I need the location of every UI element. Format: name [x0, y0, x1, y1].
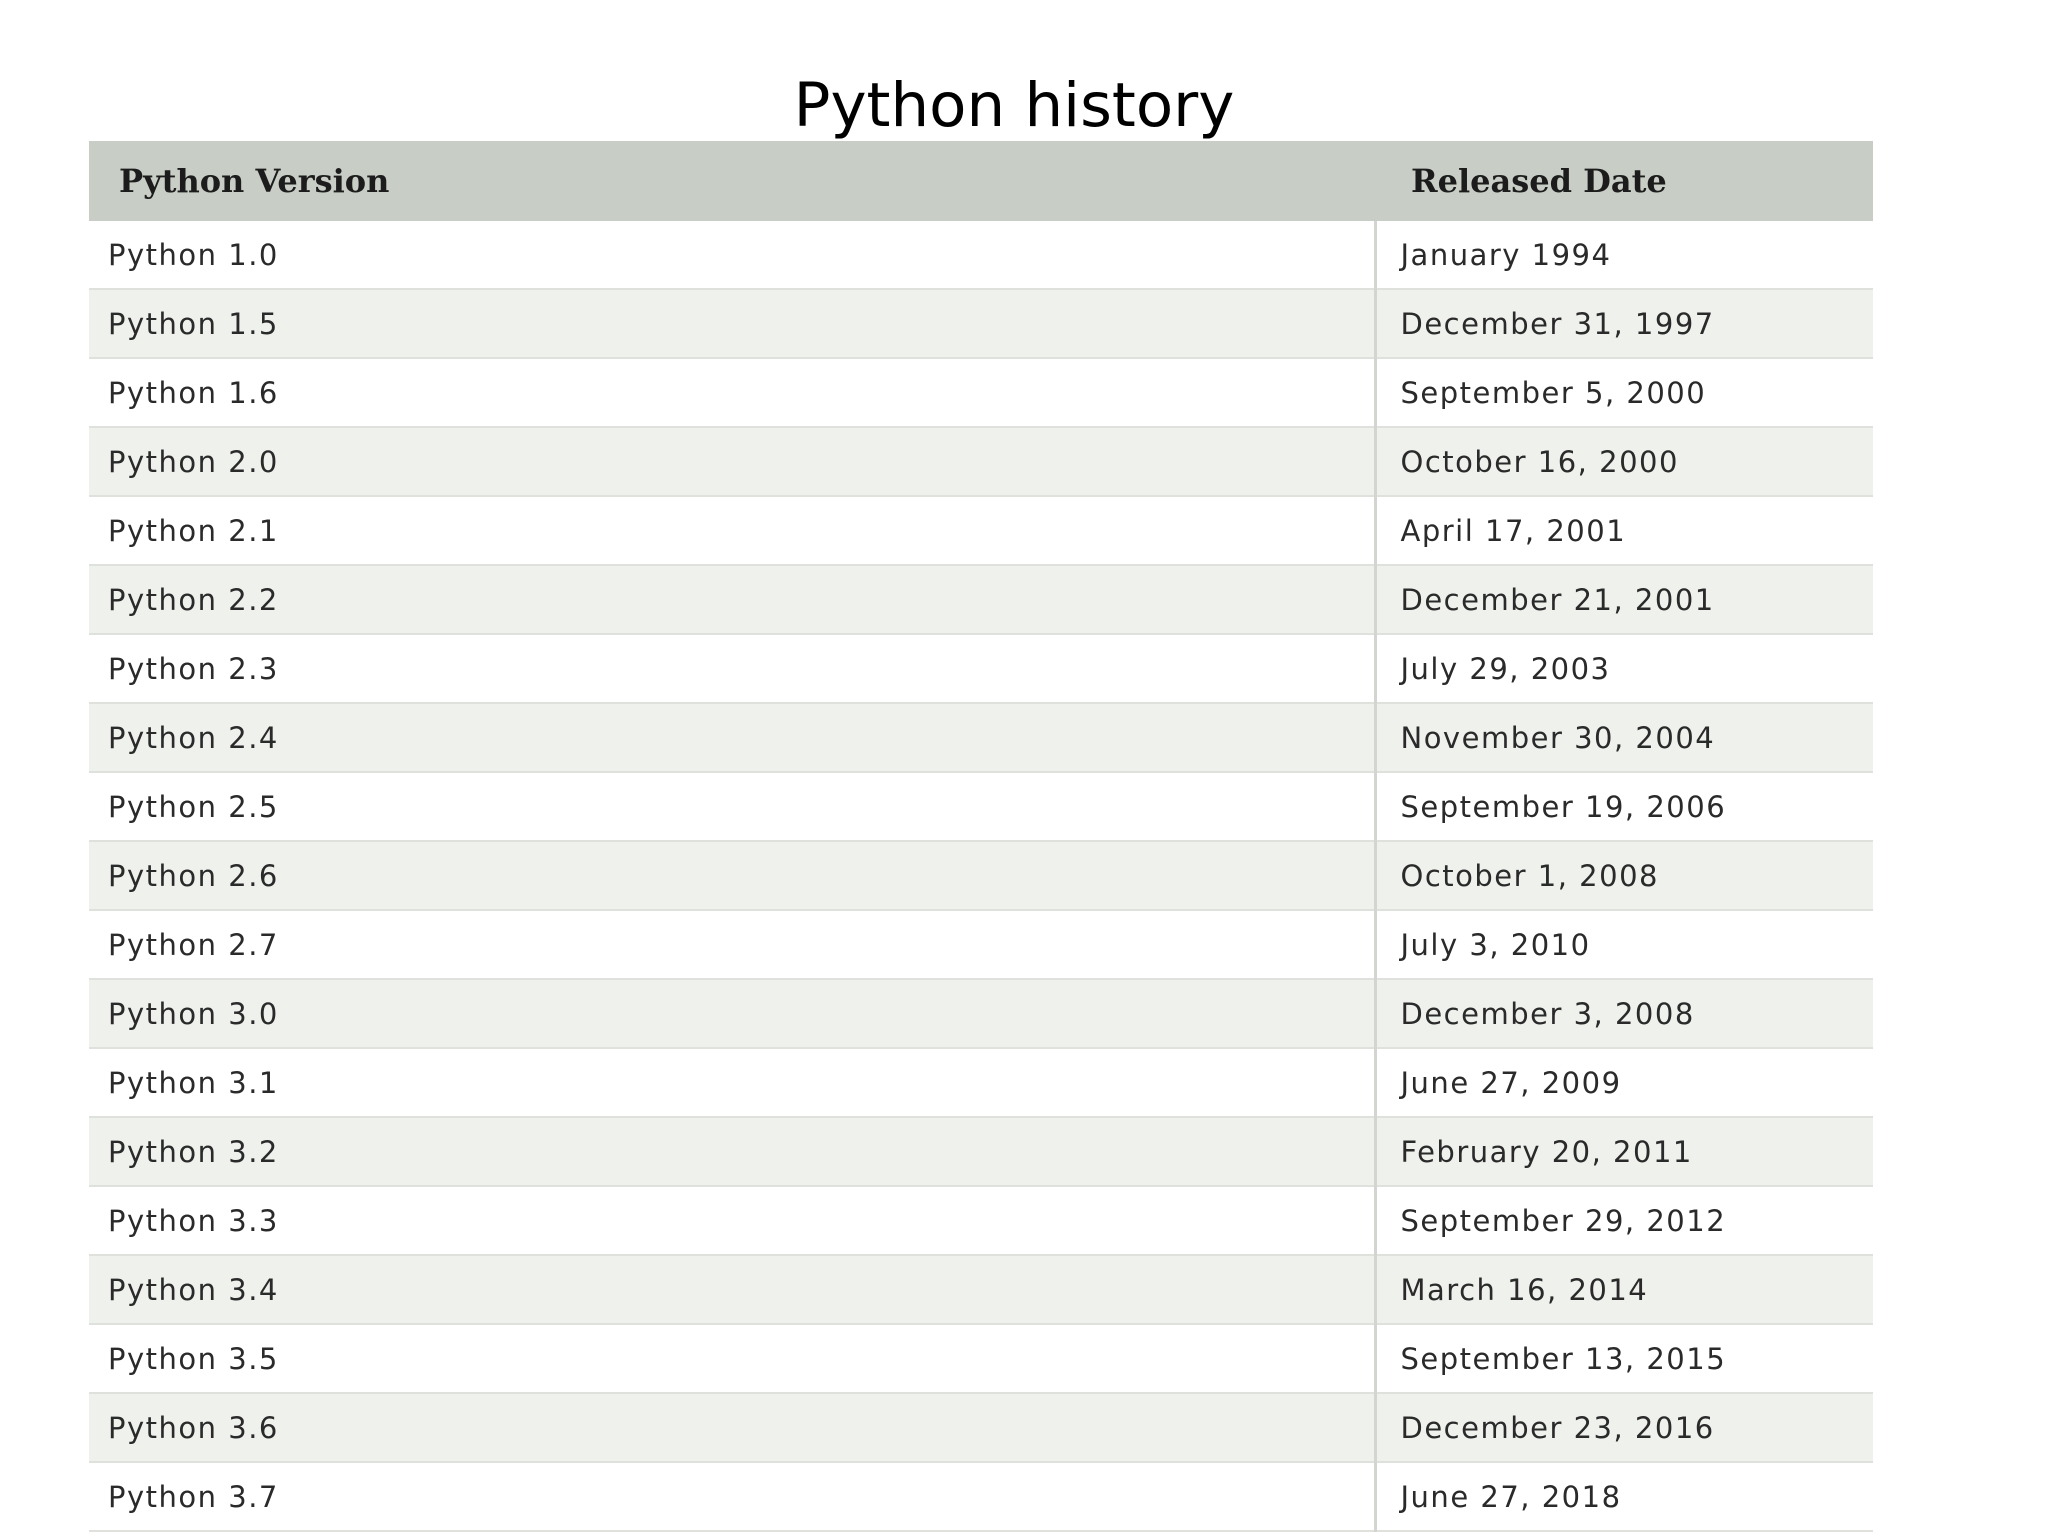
table-row: Python 3.2 February 20, 2011 [89, 1117, 1873, 1187]
version-cell: Python 3.3 [89, 1186, 1375, 1256]
table-row: Python 3.5 September 13, 2015 [89, 1324, 1873, 1394]
table-row: Python 1.0 January 1994 [89, 221, 1873, 290]
version-cell: Python 2.5 [89, 772, 1375, 842]
release-date-cell: April 17, 2001 [1373, 496, 1873, 566]
version-cell: Python 2.2 [89, 565, 1375, 635]
version-cell: Python 2.6 [89, 841, 1375, 911]
version-cell: Python 2.0 [89, 427, 1375, 497]
release-date-cell: January 1994 [1373, 221, 1873, 290]
table-row: Python 3.3 September 29, 2012 [89, 1186, 1873, 1256]
table-row: Python 2.2 December 21, 2001 [89, 565, 1873, 635]
release-date-cell: December 31, 1997 [1373, 289, 1873, 359]
version-cell: Python 3.1 [89, 1048, 1375, 1118]
table-body: Python 1.0 January 1994 Python 1.5 December… [89, 221, 1873, 1532]
version-cell: Python 3.6 [89, 1393, 1375, 1463]
release-date-cell: July 3, 2010 [1373, 910, 1873, 980]
release-date-cell: June 27, 2018 [1373, 1462, 1873, 1532]
table-row: Python 2.5 September 19, 2006 [89, 772, 1873, 842]
table-row: Python 3.6 December 23, 2016 [89, 1393, 1873, 1463]
release-date-cell: February 20, 2011 [1373, 1117, 1873, 1187]
version-cell: Python 2.1 [89, 496, 1375, 566]
release-date-cell: December 23, 2016 [1373, 1393, 1873, 1463]
release-date-cell: September 19, 2006 [1373, 772, 1873, 842]
version-cell: Python 3.0 [89, 979, 1375, 1049]
release-date-cell: September 29, 2012 [1373, 1186, 1873, 1256]
version-cell: Python 3.2 [89, 1117, 1375, 1187]
release-date-cell: December 21, 2001 [1373, 565, 1873, 635]
table-row: Python 3.4 March 16, 2014 [89, 1255, 1873, 1325]
release-date-cell: June 27, 2009 [1373, 1048, 1873, 1118]
version-cell: Python 3.7 [89, 1462, 1375, 1532]
table-row: Python 2.4 November 30, 2004 [89, 703, 1873, 773]
version-cell: Python 3.4 [89, 1255, 1375, 1325]
release-date-cell: September 5, 2000 [1373, 358, 1873, 428]
table-row: Python 2.3 July 29, 2003 [89, 634, 1873, 704]
version-cell: Python 1.5 [89, 289, 1375, 359]
release-date-cell: September 13, 2015 [1373, 1324, 1873, 1394]
table-header-row: Python Version Released Date [89, 141, 1873, 221]
version-cell: Python 2.4 [89, 703, 1375, 773]
release-date-cell: July 29, 2003 [1373, 634, 1873, 704]
table-row: Python 2.1 April 17, 2001 [89, 496, 1873, 566]
header-python-version: Python Version [89, 141, 1375, 221]
table-row: Python 3.0 December 3, 2008 [89, 979, 1873, 1049]
table-row: Python 2.0 October 16, 2000 [89, 427, 1873, 497]
release-date-cell: October 1, 2008 [1373, 841, 1873, 911]
table-row: Python 1.6 September 5, 2000 [89, 358, 1873, 428]
release-date-cell: November 30, 2004 [1373, 703, 1873, 773]
table-row: Python 3.1 June 27, 2009 [89, 1048, 1873, 1118]
python-history-table: Python Version Released Date Python 1.0 J… [89, 141, 1873, 1532]
version-cell: Python 2.3 [89, 634, 1375, 704]
version-cell: Python 2.7 [89, 910, 1375, 980]
table-row: Python 1.5 December 31, 1997 [89, 289, 1873, 359]
table-row: Python 2.7 July 3, 2010 [89, 910, 1873, 980]
version-cell: Python 1.6 [89, 358, 1375, 428]
header-released-date: Released Date [1375, 141, 1873, 221]
release-date-cell: March 16, 2014 [1373, 1255, 1873, 1325]
python-history-table-container: Python Version Released Date Python 1.0 J… [89, 141, 1873, 1532]
table-row: Python 2.6 October 1, 2008 [89, 841, 1873, 911]
release-date-cell: December 3, 2008 [1373, 979, 1873, 1049]
table-row: Python 3.7 June 27, 2018 [89, 1462, 1873, 1532]
version-cell: Python 3.5 [89, 1324, 1375, 1394]
release-date-cell: October 16, 2000 [1373, 427, 1873, 497]
slide-title: Python history [793, 70, 1235, 141]
version-cell: Python 1.0 [89, 221, 1375, 290]
